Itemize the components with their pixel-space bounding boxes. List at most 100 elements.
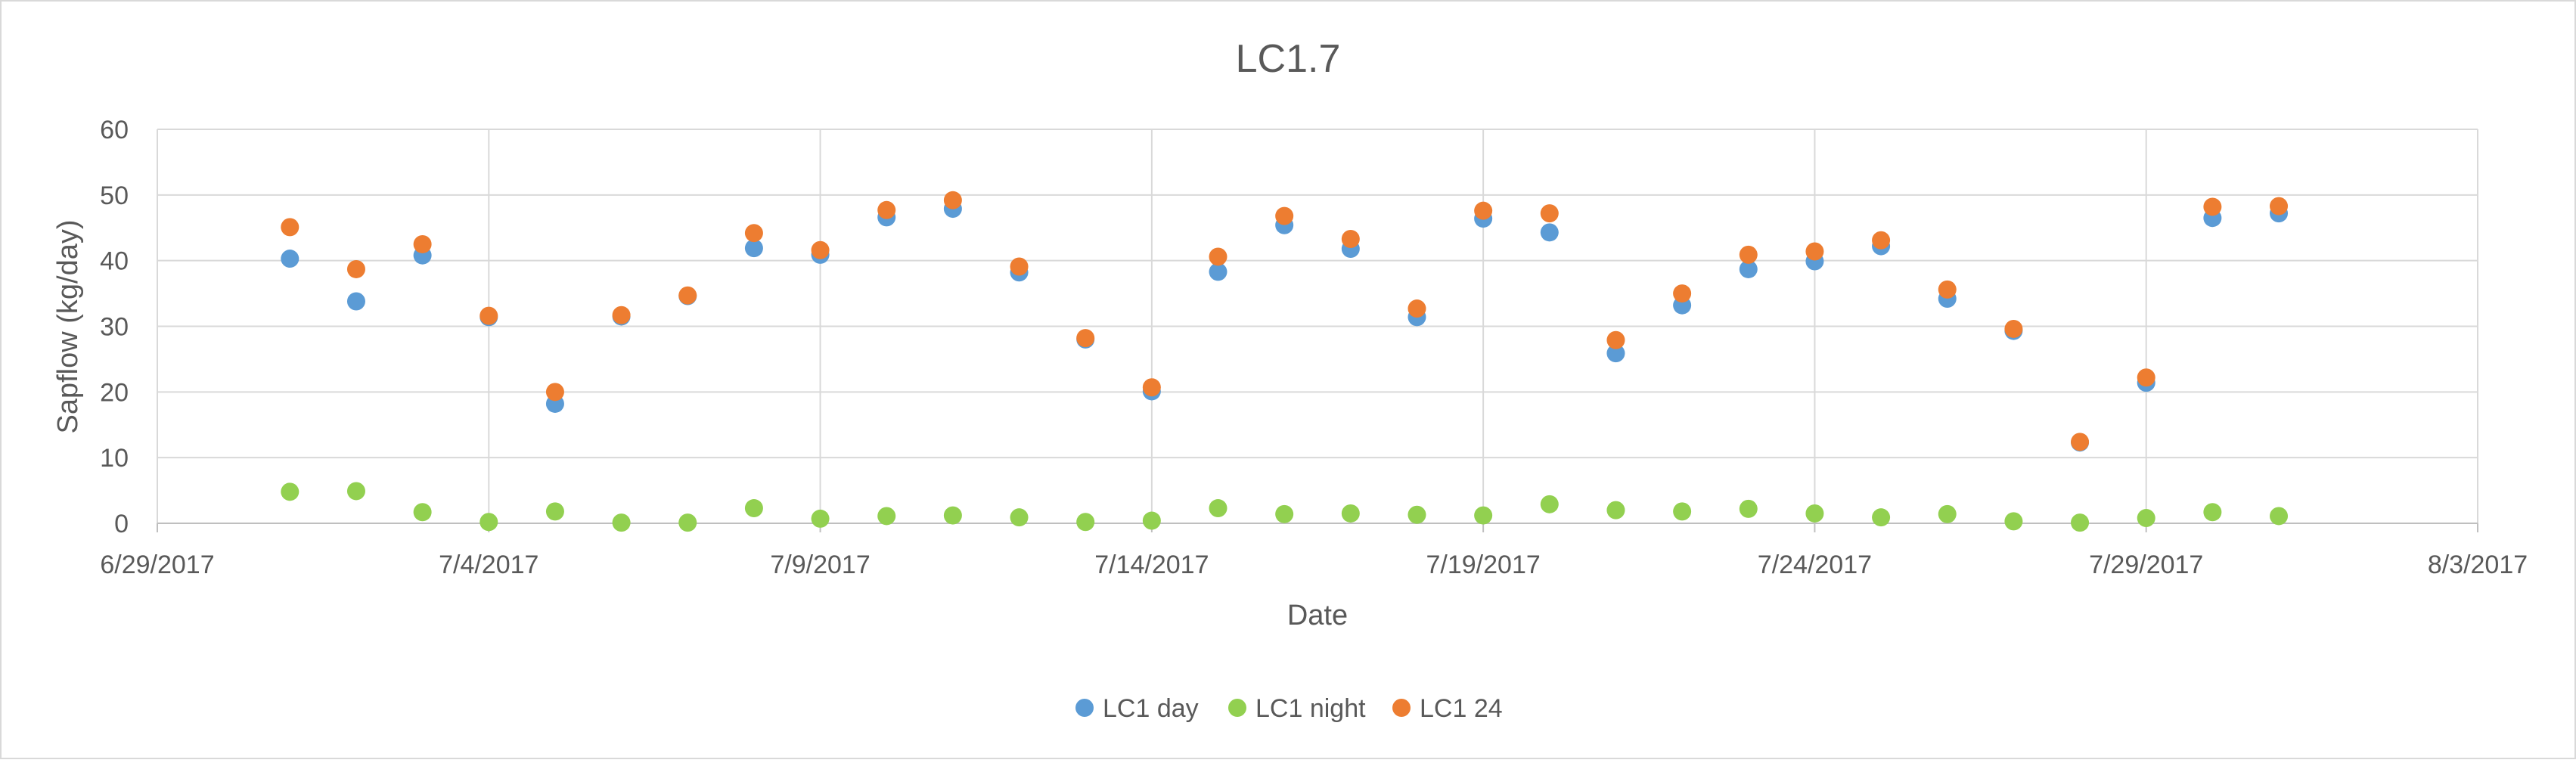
data-point: [1540, 495, 1559, 513]
data-point: [346, 259, 365, 278]
y-tick-label: 20: [100, 378, 129, 407]
data-point: [811, 509, 830, 528]
x-tick-label: 7/29/2017: [2089, 551, 2203, 579]
data-point: [877, 200, 896, 219]
y-tick-label: 50: [100, 181, 129, 210]
series-lc1-24: [281, 191, 2289, 451]
x-axis-tick-labels: 6/29/2017 7/4/2017 7/9/2017 7/14/2017 7/19/2…: [100, 551, 2528, 579]
data-point: [1341, 504, 1360, 523]
data-point: [1540, 223, 1559, 242]
data-point: [1540, 204, 1559, 223]
data-point: [1275, 206, 1294, 225]
data-point: [281, 218, 299, 237]
data-point: [1010, 257, 1029, 276]
data-point: [1805, 242, 1824, 261]
data-point: [1739, 259, 1758, 278]
legend-item: LC1 day: [1075, 694, 1199, 723]
data-point: [1275, 504, 1294, 523]
data-point: [1872, 231, 1891, 250]
data-point: [2203, 197, 2222, 216]
data-point: [545, 502, 564, 521]
data-point: [2004, 512, 2023, 531]
data-point: [1474, 201, 1493, 220]
gridlines: [157, 129, 2478, 532]
data-point: [1010, 508, 1029, 527]
x-tick-label: 6/29/2017: [100, 551, 214, 579]
data-point: [1673, 284, 1692, 303]
data-point: [281, 482, 299, 501]
data-point: [480, 513, 498, 532]
y-axis-label: Sapflow (kg/day): [52, 219, 84, 433]
data-point: [1739, 245, 1758, 264]
y-tick-label: 0: [114, 510, 129, 538]
data-point: [678, 513, 697, 532]
data-point: [1606, 330, 1625, 349]
legend: LC1 day LC1 night LC1 24: [1075, 694, 1503, 723]
data-point: [1407, 505, 1426, 524]
legend-item: LC1 night: [1228, 694, 1366, 723]
legend-marker: [1392, 699, 1411, 717]
data-point: [678, 286, 697, 305]
data-point: [2270, 197, 2289, 216]
x-tick-label: 7/24/2017: [1758, 551, 1872, 579]
chart-title: LC1.7: [1236, 37, 1341, 81]
x-axis-label: Date: [1287, 600, 1348, 631]
data-point: [281, 250, 299, 268]
data-point: [1209, 247, 1227, 266]
legend-label: LC1 night: [1255, 694, 1366, 723]
data-point: [1142, 511, 1161, 530]
data-point: [1076, 329, 1095, 348]
data-point: [1407, 299, 1426, 318]
data-point: [545, 383, 564, 402]
x-tick-label: 7/9/2017: [770, 551, 870, 579]
data-point: [744, 224, 763, 243]
legend-item: LC1 24: [1392, 694, 1503, 723]
data-point: [744, 499, 763, 518]
data-point: [1606, 344, 1625, 363]
data-point: [1938, 280, 1957, 299]
data-point: [413, 234, 432, 253]
y-tick-label: 40: [100, 247, 129, 276]
x-tick-label: 7/4/2017: [439, 551, 538, 579]
data-point: [1872, 508, 1891, 527]
y-tick-label: 30: [100, 313, 129, 342]
data-point: [1474, 506, 1493, 525]
y-axis-tick-labels: 0 10 20 30 40 50 60: [100, 116, 129, 538]
data-point: [413, 503, 432, 522]
data-point: [2137, 368, 2155, 387]
legend-marker: [1228, 699, 1246, 717]
data-point: [943, 191, 962, 209]
data-point: [480, 306, 498, 325]
y-tick-label: 10: [100, 444, 129, 473]
data-point: [612, 513, 631, 532]
data-point: [1209, 262, 1227, 281]
data-point: [2270, 507, 2289, 526]
data-point: [1209, 499, 1227, 518]
data-point: [346, 482, 365, 501]
data-point: [346, 292, 365, 311]
data-point: [1938, 504, 1957, 523]
data-point: [1076, 513, 1095, 532]
series-lc1-night: [281, 482, 2289, 532]
data-point: [2137, 509, 2155, 528]
data-point: [2071, 433, 2090, 451]
legend-label: LC1 24: [1420, 694, 1503, 723]
data-point: [1739, 499, 1758, 518]
data-point: [2004, 319, 2023, 338]
data-point: [1341, 230, 1360, 249]
data-point: [1805, 504, 1824, 523]
x-tick-label: 7/19/2017: [1426, 551, 1541, 579]
data-point: [943, 506, 962, 525]
data-point: [744, 239, 763, 258]
data-point: [612, 306, 631, 324]
data-points: [281, 191, 2289, 532]
data-point: [1142, 378, 1161, 397]
x-tick-label: 8/3/2017: [2428, 551, 2528, 579]
x-tick-label: 7/14/2017: [1094, 551, 1209, 579]
data-point: [1606, 501, 1625, 520]
data-point: [811, 240, 830, 259]
legend-marker: [1075, 699, 1094, 717]
